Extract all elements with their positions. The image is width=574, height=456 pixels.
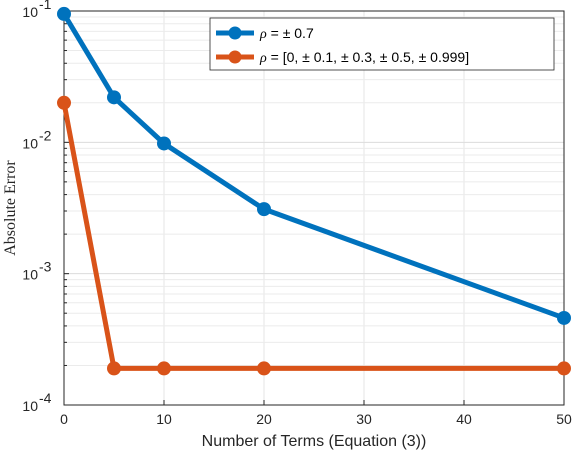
legend-marker-2 [228, 50, 242, 64]
y-tick-label: 10 [22, 398, 38, 414]
series-2-point [257, 361, 271, 376]
legend: ρ = ± 0.7ρ = [0, ± 0.1, ± 0.3, ± 0.5, ± … [209, 17, 555, 71]
series-2-point [107, 361, 121, 376]
series-1-point [57, 6, 71, 21]
series-2-point [157, 361, 171, 376]
y-tick-exponent: -1 [39, 0, 52, 12]
plot-border [63, 10, 565, 406]
legend-text: = ± 0.7 [267, 25, 314, 41]
y-tick-label: 10 [22, 135, 38, 151]
x-tick-label: 40 [456, 411, 472, 427]
series-2-point [557, 361, 571, 376]
series-group [57, 6, 571, 376]
x-tick-label: 0 [60, 411, 68, 427]
series-1-point [157, 136, 171, 151]
legend-label-1: ρ = ± 0.7 [259, 25, 314, 42]
y-tick-label: 10 [22, 4, 38, 20]
plot-area [64, 11, 564, 405]
legend-symbol: ρ [259, 27, 267, 42]
y-tick-exponent: -2 [39, 127, 52, 143]
y-tick-label: 10 [22, 267, 38, 283]
x-axis-label: Number of Terms (Equation (3)) [202, 433, 427, 450]
x-tick-label: 20 [256, 411, 272, 427]
series-1-point [257, 202, 271, 217]
y-tick-exponent: -3 [39, 259, 52, 275]
legend-box [209, 17, 555, 71]
y-axis-label: Absolute Error [2, 160, 19, 256]
series-2-point [57, 95, 71, 110]
x-tick-label: 50 [556, 411, 572, 427]
series-1-point [557, 310, 571, 325]
series-1-point [107, 90, 121, 105]
x-tick-label: 30 [356, 411, 372, 427]
y-tick-exponent: -4 [39, 390, 52, 406]
legend-label-2: ρ = [0, ± 0.1, ± 0.3, ± 0.5, ± 0.999] [259, 49, 469, 66]
legend-text: = [0, ± 0.1, ± 0.3, ± 0.5, ± 0.999] [267, 49, 469, 65]
x-tick-label: 10 [156, 411, 172, 427]
legend-symbol: ρ [259, 51, 267, 66]
legend-marker-1 [228, 26, 242, 40]
